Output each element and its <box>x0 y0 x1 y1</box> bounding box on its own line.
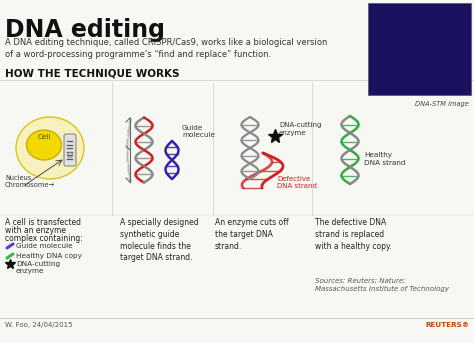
Text: W. Foo, 24/04/2015: W. Foo, 24/04/2015 <box>5 322 73 328</box>
Ellipse shape <box>27 130 62 160</box>
Text: Cell: Cell <box>37 134 51 140</box>
Text: DNA-cutting
enzyme: DNA-cutting enzyme <box>16 261 60 274</box>
Text: Guide
molecule: Guide molecule <box>182 125 215 138</box>
Text: HOW THE TECHNIQUE WORKS: HOW THE TECHNIQUE WORKS <box>5 68 180 78</box>
Text: A specially designed
synthetic guide
molecule finds the
target DNA strand.: A specially designed synthetic guide mol… <box>120 218 199 262</box>
Text: DNA-STM image: DNA-STM image <box>415 101 469 107</box>
Text: Nucleus: Nucleus <box>5 175 31 181</box>
Text: A cell is transfected: A cell is transfected <box>5 218 81 227</box>
Text: A DNA editing technique, called CRISPR/Cas9, works like a biological version
of : A DNA editing technique, called CRISPR/C… <box>5 38 328 59</box>
Text: DNA editing: DNA editing <box>5 18 165 42</box>
Text: Healthy DNA copy: Healthy DNA copy <box>16 253 82 259</box>
Text: An enzyme cuts off
the target DNA
strand.: An enzyme cuts off the target DNA strand… <box>215 218 289 251</box>
Text: Chromosome→: Chromosome→ <box>5 182 55 188</box>
Text: Healthy
DNA strand: Healthy DNA strand <box>364 152 405 166</box>
Text: complex containing:: complex containing: <box>5 234 83 243</box>
Text: with an enzyme: with an enzyme <box>5 226 66 235</box>
FancyBboxPatch shape <box>64 134 76 166</box>
Text: REUTERS®: REUTERS® <box>426 322 470 328</box>
Text: Sources: Reuters; Nature;
Massachusetts Institute of Technology: Sources: Reuters; Nature; Massachusetts … <box>315 278 449 292</box>
Text: DNA-cutting
enzyme: DNA-cutting enzyme <box>279 122 321 135</box>
Text: The defective DNA
strand is replaced
with a healthy copy.: The defective DNA strand is replaced wit… <box>315 218 392 251</box>
Text: Guide molecule: Guide molecule <box>16 243 73 249</box>
Ellipse shape <box>16 117 84 179</box>
FancyBboxPatch shape <box>368 3 471 95</box>
Text: Defective
DNA strand: Defective DNA strand <box>277 176 317 189</box>
